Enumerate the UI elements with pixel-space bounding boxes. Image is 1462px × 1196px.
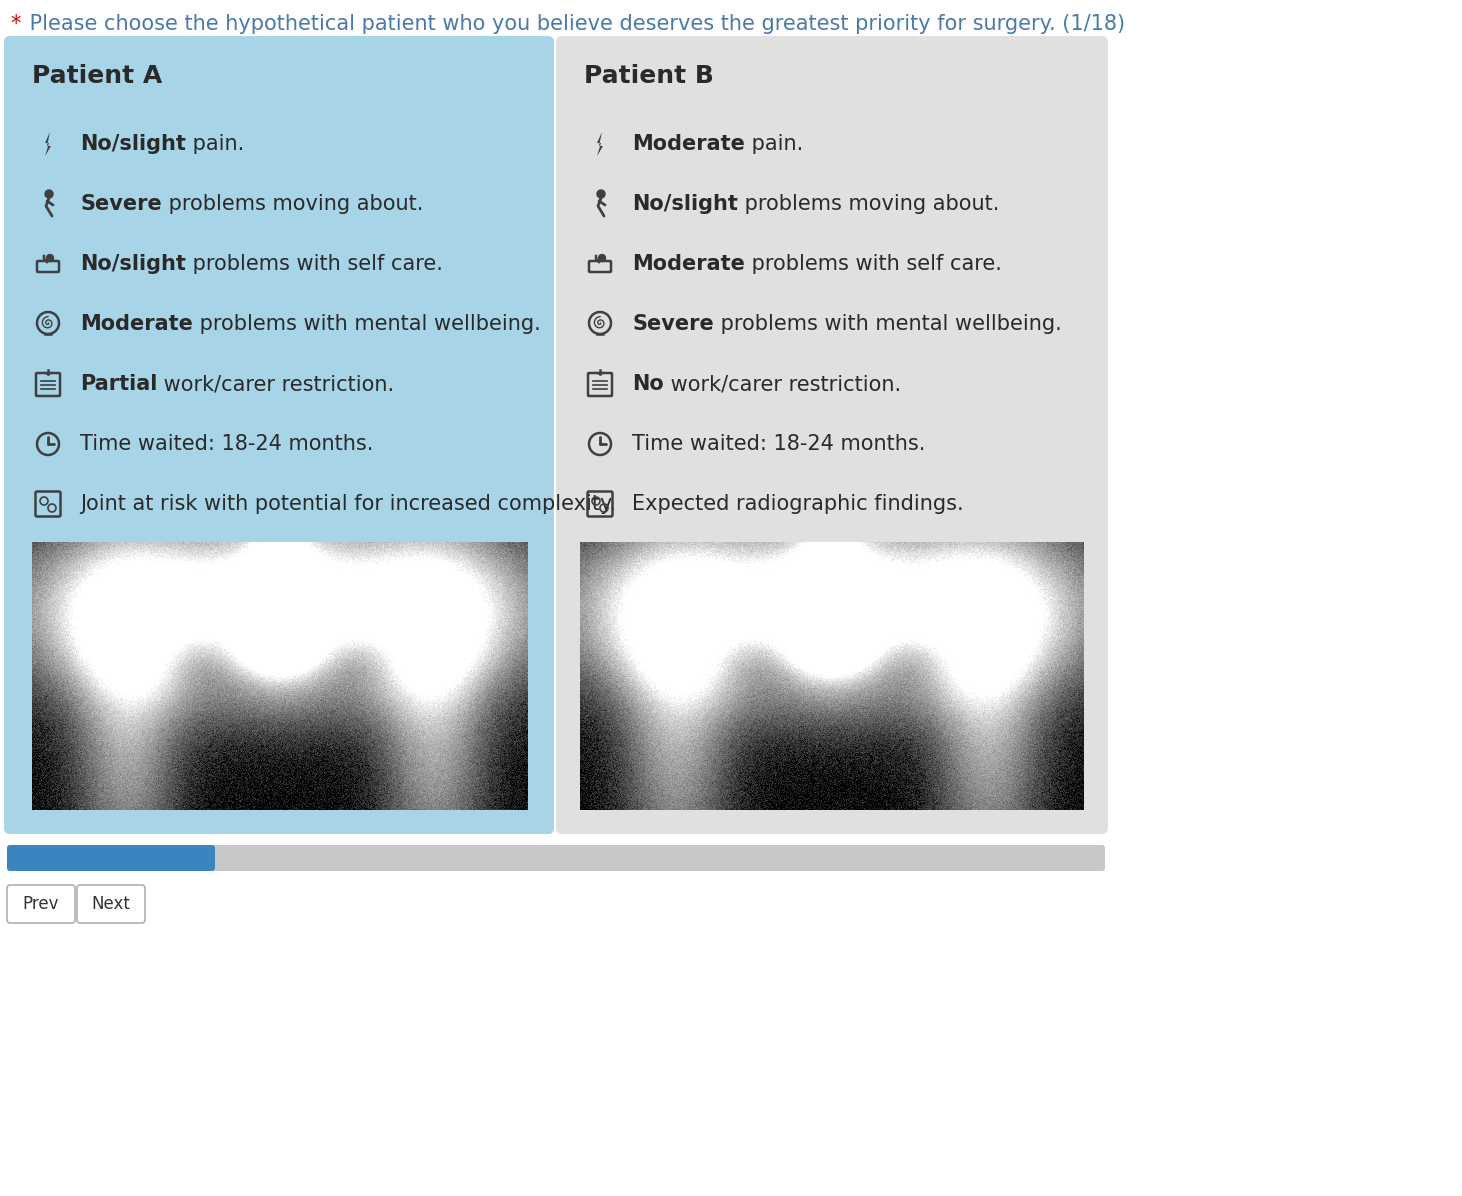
Text: problems moving about.: problems moving about. (162, 194, 423, 214)
FancyBboxPatch shape (77, 885, 145, 923)
Text: Please choose the hypothetical patient who you believe deserves the greatest pri: Please choose the hypothetical patient w… (23, 14, 1126, 33)
Text: No/slight: No/slight (80, 134, 186, 154)
Text: Time waited: 18-24 months.: Time waited: 18-24 months. (80, 434, 373, 454)
Polygon shape (45, 132, 51, 155)
Text: problems with self care.: problems with self care. (186, 254, 443, 274)
Text: Partial: Partial (80, 374, 158, 393)
Text: pain.: pain. (744, 134, 803, 154)
Text: work/carer restriction.: work/carer restriction. (664, 374, 901, 393)
FancyBboxPatch shape (556, 36, 1108, 834)
Text: Moderate: Moderate (632, 134, 744, 154)
Circle shape (598, 255, 605, 262)
Text: Prev: Prev (23, 895, 60, 913)
Text: Severe: Severe (632, 315, 713, 334)
Circle shape (45, 190, 53, 199)
Text: work/carer restriction.: work/carer restriction. (158, 374, 395, 393)
Text: pain.: pain. (186, 134, 244, 154)
FancyBboxPatch shape (7, 846, 215, 871)
Polygon shape (596, 132, 602, 155)
Text: Patient B: Patient B (583, 65, 713, 89)
Text: No: No (632, 374, 664, 393)
Text: Severe: Severe (80, 194, 162, 214)
Text: Moderate: Moderate (80, 315, 193, 334)
Text: problems with mental wellbeing.: problems with mental wellbeing. (193, 315, 541, 334)
FancyBboxPatch shape (7, 846, 1105, 871)
FancyBboxPatch shape (4, 36, 554, 834)
Text: Time waited: 18-24 months.: Time waited: 18-24 months. (632, 434, 925, 454)
Text: problems with self care.: problems with self care. (744, 254, 1001, 274)
Text: No/slight: No/slight (80, 254, 186, 274)
Text: Patient A: Patient A (32, 65, 162, 89)
Text: No/slight: No/slight (632, 194, 738, 214)
Text: problems moving about.: problems moving about. (738, 194, 999, 214)
Text: Joint at risk with potential for increased complexity.: Joint at risk with potential for increas… (80, 494, 616, 514)
Text: Expected radiographic findings.: Expected radiographic findings. (632, 494, 963, 514)
Text: Moderate: Moderate (632, 254, 744, 274)
Text: Next: Next (92, 895, 130, 913)
Circle shape (47, 255, 54, 262)
Circle shape (596, 190, 605, 199)
FancyBboxPatch shape (7, 885, 75, 923)
Text: *: * (10, 14, 20, 33)
Text: problems with mental wellbeing.: problems with mental wellbeing. (713, 315, 1061, 334)
